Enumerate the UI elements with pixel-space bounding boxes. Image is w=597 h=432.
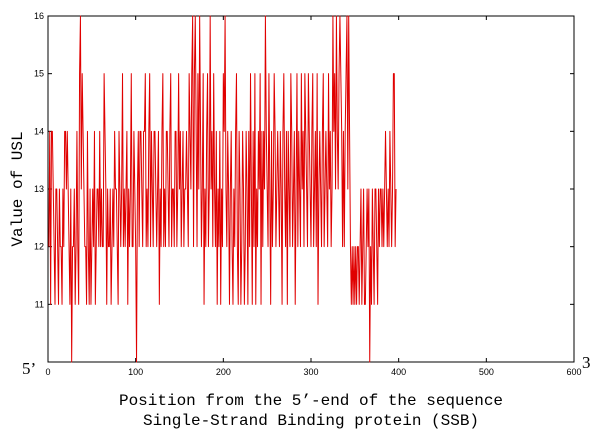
x-tick-label: 300 [303,367,318,377]
y-tick-label: 16 [34,11,44,21]
chart-subtitle: Single-Strand Binding protein (SSB) [143,412,479,430]
y-tick-label: 12 [34,242,44,252]
x-tick-label: 600 [566,367,581,377]
x-tick-label: 0 [45,367,50,377]
y-tick-label: 15 [34,69,44,79]
x-tick-label: 400 [391,367,406,377]
y-tick-label: 13 [34,184,44,194]
y-axis-title: Value of USL [9,131,27,246]
y-tick-label: 14 [34,126,44,136]
x-axis-ticks: 0 100 200 300 400 500 600 [45,16,582,377]
y-tick-label: 11 [35,299,44,309]
left-end-label: 5’ [22,359,36,378]
x-tick-label: 500 [479,367,494,377]
y-axis-ticks: 11 12 13 14 15 16 [34,11,574,309]
series-line-usl [48,15,397,363]
right-end-label: 3 [582,353,591,372]
x-axis-title: Position from the 5’-end of the sequence [119,392,503,410]
x-tick-label: 100 [128,367,143,377]
x-tick-label: 200 [216,367,231,377]
